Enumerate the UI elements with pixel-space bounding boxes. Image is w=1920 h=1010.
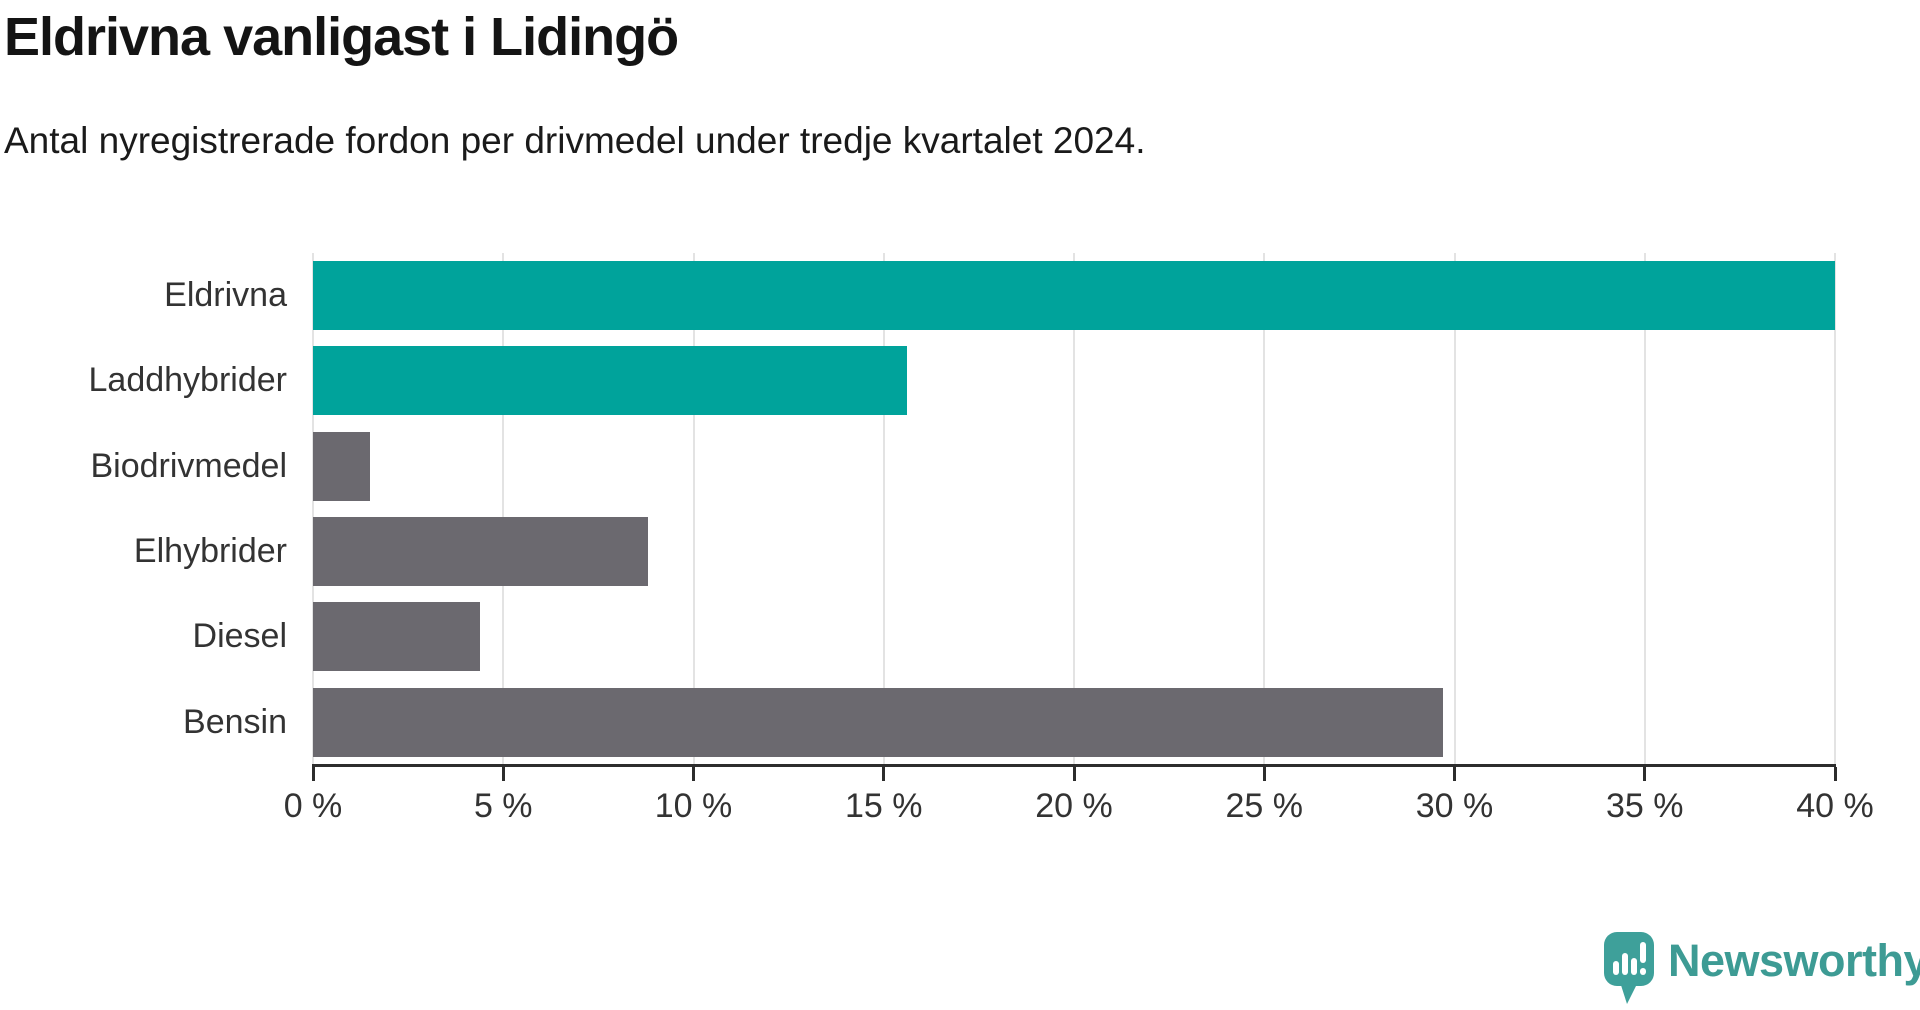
bar-row: [313, 253, 1835, 338]
x-axis-tick: [882, 767, 886, 781]
newsworthy-logo: Newsworthy: [1604, 932, 1920, 1006]
x-axis-tick: [1262, 767, 1266, 781]
plot-area: [312, 253, 1836, 765]
chart-title: Eldrivna vanligast i Lidingö: [4, 7, 679, 67]
bar-elhybrider: [313, 517, 648, 587]
category-label: Bensin: [183, 702, 287, 741]
x-tick-label: 5 %: [473, 787, 533, 825]
x-tick-label: 15 %: [845, 787, 923, 825]
bar-row: [313, 338, 1835, 423]
x-tick-label: 40 %: [1796, 787, 1874, 825]
x-axis-line: [312, 764, 1836, 767]
bar-diesel: [313, 602, 481, 672]
x-axis-tick: [1072, 767, 1076, 781]
x-axis-tick: [1643, 767, 1647, 781]
x-tick-label: 25 %: [1225, 787, 1304, 825]
bar-rows: [313, 253, 1835, 765]
bar-row: [313, 509, 1835, 594]
gridline: [1643, 253, 1646, 765]
gridline: [312, 253, 314, 765]
speech-bubble-bar-chart-icon: [1604, 932, 1654, 1004]
x-tick-label: 30 %: [1415, 787, 1494, 825]
gridlines: [312, 253, 1836, 765]
bar-eldrivna: [313, 261, 1835, 331]
bar-bensin: [313, 687, 1444, 757]
gridline: [1834, 253, 1836, 765]
x-axis-tick: [501, 767, 505, 781]
category-label: Laddhybrider: [88, 361, 287, 400]
gridline: [1263, 253, 1266, 765]
bar-row: [313, 680, 1835, 765]
gridline: [1453, 253, 1456, 765]
gridline: [502, 253, 505, 765]
category-label: Biodrivmedel: [90, 446, 287, 485]
x-axis-tick: [692, 767, 695, 781]
bar-row: [313, 594, 1835, 679]
gridline: [882, 253, 885, 765]
category-label: Elhybrider: [133, 532, 287, 571]
category-label: Eldrivna: [164, 276, 287, 315]
x-tick-label: 10 %: [654, 787, 733, 825]
bar-biodrivmedel: [313, 431, 371, 501]
x-tick-label: 20 %: [1035, 787, 1113, 825]
bar-row: [313, 424, 1835, 509]
bar-laddhybrider: [313, 346, 907, 416]
newsworthy-wordmark: Newsworthy: [1668, 935, 1920, 986]
x-axis: 0 % 5 % 10 % 15 % 20 % 25 % 30 % 35 % 40 %: [284, 765, 1874, 835]
gridline: [692, 253, 695, 765]
x-tick-label: 0 %: [283, 787, 343, 825]
x-axis-tick: [1453, 767, 1456, 781]
x-axis-tick: [1833, 767, 1837, 781]
x-axis-tick: [311, 767, 315, 781]
chart-subtitle: Antal nyregistrerade fordon per drivmede…: [4, 120, 1146, 161]
category-axis: Eldrivna Laddhybrider Biodrivmedel Elhybrid…: [0, 253, 287, 765]
gridline: [1073, 253, 1075, 765]
x-tick-label: 35 %: [1606, 787, 1684, 825]
category-label: Diesel: [192, 617, 287, 656]
